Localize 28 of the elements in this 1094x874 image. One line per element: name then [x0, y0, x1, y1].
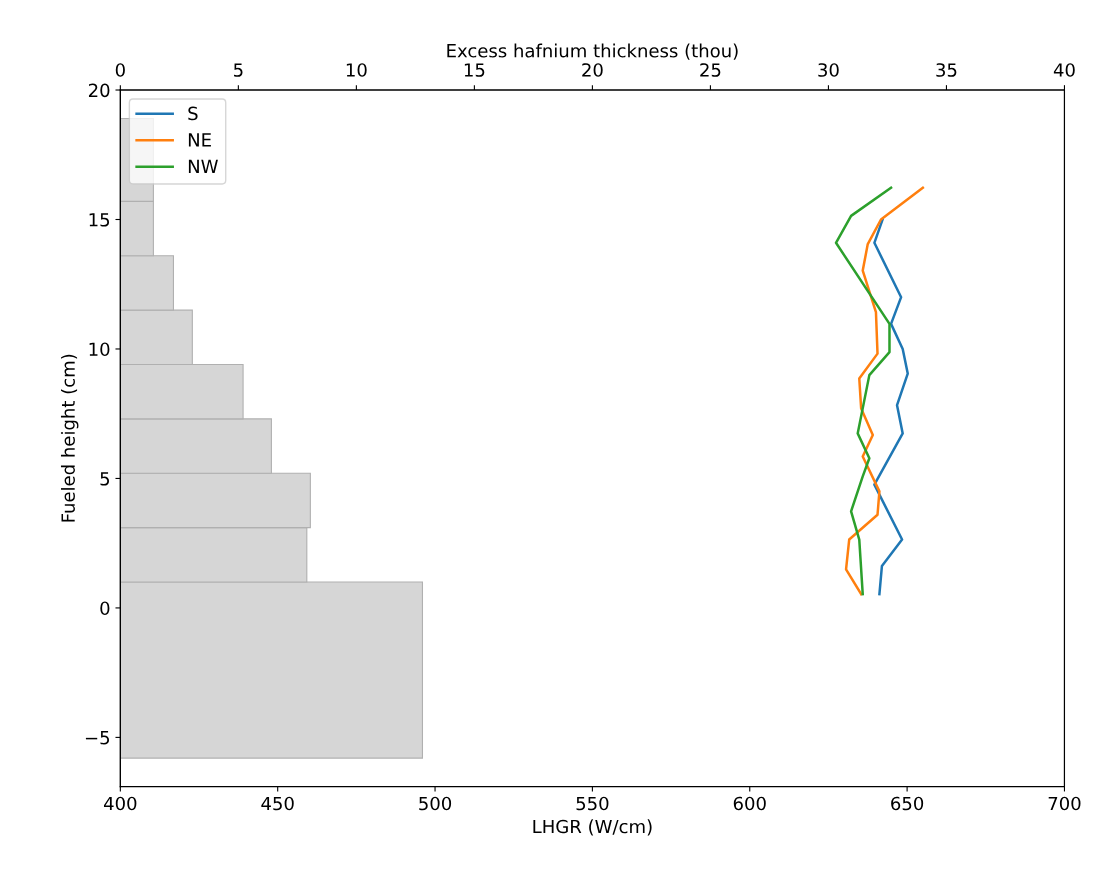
y-axis-title: Fueled height (cm): [60, 354, 79, 522]
x-tick-label: 40: [1053, 63, 1075, 77]
y-tick-label: 15: [89, 213, 110, 227]
x-tick-label: 15: [464, 63, 485, 77]
x-tick-label: 400: [103, 796, 137, 811]
y-tick-label: 5: [100, 472, 110, 486]
y-tick-label: −5: [85, 731, 110, 745]
x-tick-label: 30: [818, 63, 839, 77]
x-tick-label: 700: [1048, 796, 1081, 811]
x-tick-label: 650: [891, 796, 924, 811]
y-tick-label: 10: [89, 342, 110, 357]
x-tick-label: 500: [419, 796, 452, 811]
x-tick-label: 450: [261, 796, 294, 811]
x-tick-label: 10: [346, 63, 367, 77]
x-tick-label: 600: [733, 796, 766, 811]
x-axis-title: LHGR (W/cm): [533, 819, 652, 836]
legend-label: NW: [188, 159, 218, 173]
legend-label: NE: [188, 133, 211, 147]
x-tick-label: 550: [576, 796, 609, 811]
x-tick-label: 35: [936, 63, 957, 77]
y-tick-label: 0: [100, 601, 110, 616]
x-tick-label: 25: [700, 63, 721, 77]
x-axis-title: Excess hafnium thickness (thou): [447, 43, 738, 60]
x-tick-label: 0: [115, 63, 125, 77]
x-tick-label: 20: [582, 63, 603, 77]
y-tick-label: 20: [88, 83, 110, 98]
x-tick-label: 5: [234, 63, 243, 77]
legend-label: S: [188, 106, 198, 121]
